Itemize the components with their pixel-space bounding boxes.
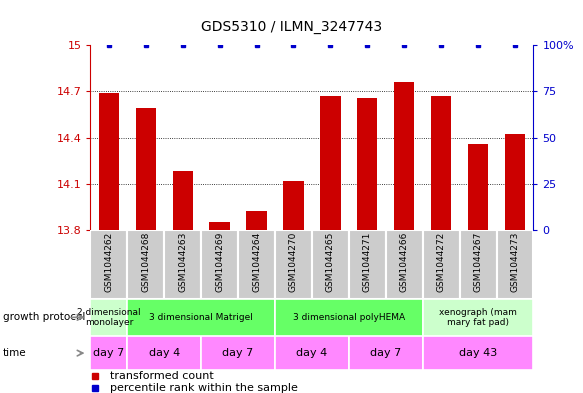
Bar	[283, 181, 304, 230]
Bar	[275, 230, 312, 299]
Text: xenograph (mam
mary fat pad): xenograph (mam mary fat pad)	[439, 308, 517, 327]
Bar	[357, 97, 377, 230]
Bar	[201, 336, 275, 370]
Bar	[468, 144, 488, 230]
Text: time: time	[3, 348, 27, 358]
Text: GSM1044268: GSM1044268	[141, 231, 150, 292]
Bar	[505, 134, 525, 230]
Text: day 43: day 43	[459, 348, 497, 358]
Text: growth protocol: growth protocol	[3, 312, 85, 322]
Bar	[164, 230, 201, 299]
Bar	[497, 230, 533, 299]
Text: day 7: day 7	[93, 348, 124, 358]
Text: day 4: day 4	[296, 348, 328, 358]
Text: GSM1044262: GSM1044262	[104, 231, 113, 292]
Bar	[90, 336, 127, 370]
Bar	[136, 108, 156, 230]
Bar	[423, 299, 533, 336]
Text: transformed count: transformed count	[110, 371, 214, 381]
Text: GSM1044267: GSM1044267	[473, 231, 483, 292]
Bar	[209, 222, 230, 230]
Bar	[238, 230, 275, 299]
Text: GSM1044271: GSM1044271	[363, 231, 372, 292]
Bar	[320, 96, 340, 230]
Bar	[275, 299, 423, 336]
Bar	[127, 336, 201, 370]
Bar	[90, 299, 127, 336]
Text: GSM1044269: GSM1044269	[215, 231, 224, 292]
Bar	[201, 230, 238, 299]
Text: percentile rank within the sample: percentile rank within the sample	[110, 384, 298, 393]
Bar	[431, 96, 451, 230]
Bar	[423, 230, 459, 299]
Bar	[247, 211, 266, 230]
Text: GSM1044273: GSM1044273	[511, 231, 519, 292]
Bar	[386, 230, 423, 299]
Text: GSM1044263: GSM1044263	[178, 231, 187, 292]
Text: day 7: day 7	[370, 348, 401, 358]
Text: day 7: day 7	[223, 348, 254, 358]
Bar	[173, 171, 193, 230]
Text: day 4: day 4	[149, 348, 180, 358]
Bar	[394, 82, 415, 230]
Text: GSM1044272: GSM1044272	[437, 231, 445, 292]
Text: GDS5310 / ILMN_3247743: GDS5310 / ILMN_3247743	[201, 20, 382, 34]
Bar	[127, 230, 164, 299]
Text: GSM1044265: GSM1044265	[326, 231, 335, 292]
Bar	[423, 336, 533, 370]
Bar	[275, 336, 349, 370]
Bar	[459, 230, 497, 299]
Bar	[90, 230, 127, 299]
Text: 3 dimensional Matrigel: 3 dimensional Matrigel	[149, 313, 253, 322]
Bar	[312, 230, 349, 299]
Text: 3 dimensional polyHEMA: 3 dimensional polyHEMA	[293, 313, 405, 322]
Text: 2 dimensional
monolayer: 2 dimensional monolayer	[77, 308, 141, 327]
Bar	[127, 299, 275, 336]
Text: GSM1044270: GSM1044270	[289, 231, 298, 292]
Text: GSM1044264: GSM1044264	[252, 231, 261, 292]
Bar	[349, 336, 423, 370]
Bar	[349, 230, 386, 299]
Text: GSM1044266: GSM1044266	[400, 231, 409, 292]
Bar	[99, 93, 119, 230]
